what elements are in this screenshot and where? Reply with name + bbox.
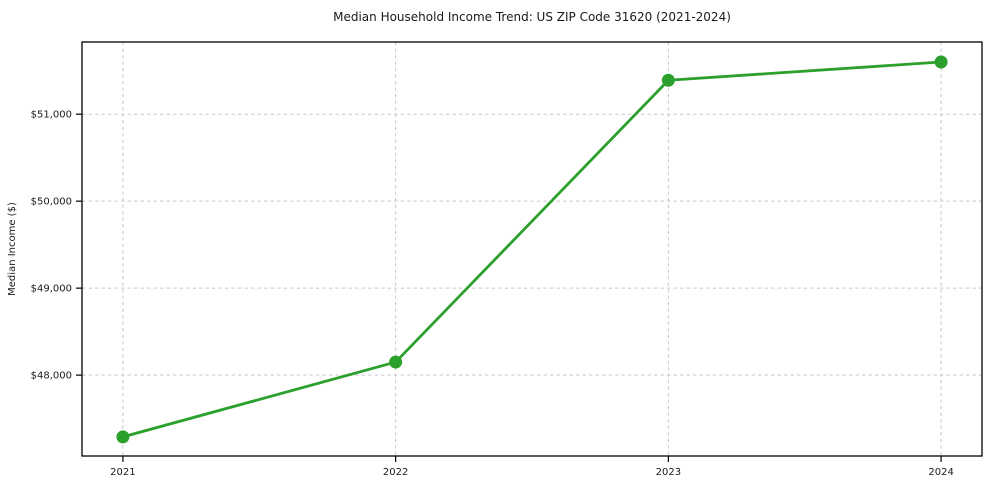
series-layer xyxy=(116,55,948,444)
x-tick-label: 2021 xyxy=(110,467,135,478)
x-tick-label: 2022 xyxy=(383,467,408,478)
x-tick-label: 2024 xyxy=(928,467,953,478)
chart-title: Median Household Income Trend: US ZIP Co… xyxy=(333,10,731,24)
y-tick-label: $48,000 xyxy=(31,371,72,382)
trend-line xyxy=(121,60,943,439)
data-point-marker xyxy=(661,73,675,87)
y-tick-label: $51,000 xyxy=(31,110,72,121)
grid-layer xyxy=(82,42,982,456)
data-point-marker xyxy=(934,55,948,69)
data-point-marker xyxy=(116,430,130,444)
data-point-marker xyxy=(389,355,403,369)
plot-frame xyxy=(81,41,983,457)
y-tick-label: $49,000 xyxy=(31,284,72,295)
x-tick-label: 2023 xyxy=(656,467,681,478)
y-axis-label: Median Income ($) xyxy=(7,202,18,296)
y-tick-label: $50,000 xyxy=(31,197,72,208)
axis-layer: $48,000 $49,000 $50,000 $51,000 2021 2022 2023… xyxy=(31,41,983,478)
